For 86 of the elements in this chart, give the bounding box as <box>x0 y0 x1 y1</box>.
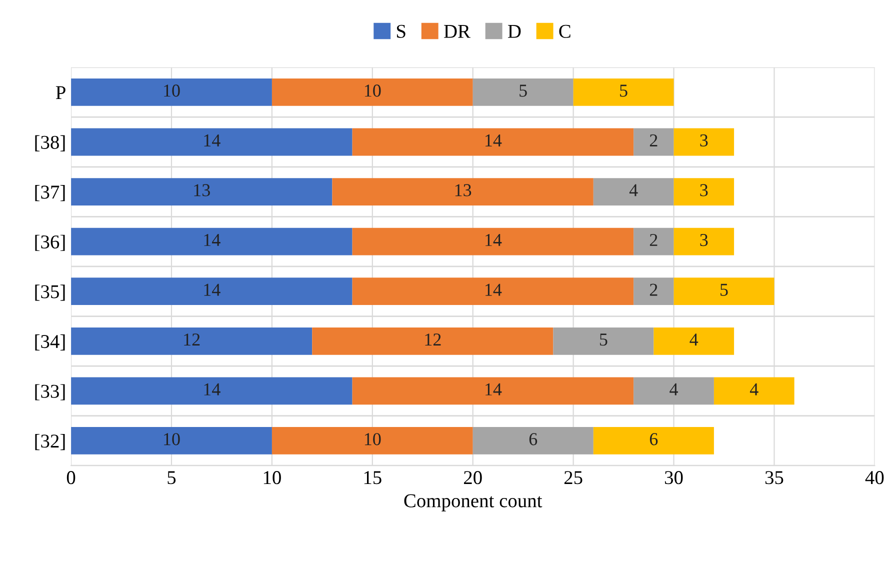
data-label: 14 <box>486 134 502 146</box>
data-label: 2 <box>650 284 658 296</box>
y-tick-label: [33] <box>35 384 65 400</box>
bar <box>71 327 312 355</box>
legend-label: DR <box>444 24 470 38</box>
data-label: 5 <box>620 84 628 97</box>
data-label: 14 <box>486 383 502 396</box>
bar <box>71 178 332 206</box>
bar <box>472 427 594 454</box>
data-label: 14 <box>204 134 220 146</box>
x-tick-label: 40 <box>865 471 884 484</box>
bar <box>674 178 734 206</box>
bar <box>714 377 794 405</box>
data-label: 3 <box>700 234 708 246</box>
data-label: 10 <box>364 433 381 446</box>
data-label: 10 <box>164 84 180 97</box>
bar <box>573 78 674 106</box>
bar <box>472 78 574 106</box>
x-tick-label: 35 <box>765 471 784 484</box>
bar <box>352 377 634 405</box>
bar <box>352 128 634 156</box>
data-label: 14 <box>486 234 502 246</box>
bar <box>71 78 272 106</box>
data-label: 13 <box>194 184 210 196</box>
y-tick-label: [32] <box>35 434 65 450</box>
data-label: 10 <box>364 84 381 97</box>
y-tick-label: [37] <box>35 185 65 202</box>
bar <box>674 228 734 256</box>
data-label: 3 <box>700 184 708 196</box>
y-tick-label: [38] <box>35 135 65 152</box>
bar <box>71 128 352 156</box>
bar <box>634 278 674 306</box>
bar <box>272 78 473 106</box>
x-tick-label: 20 <box>464 471 482 484</box>
y-tick-label: P <box>56 86 66 99</box>
legend-label: D <box>508 24 521 38</box>
x-tick-label: 30 <box>664 471 683 484</box>
data-label: 6 <box>529 433 538 446</box>
bar <box>634 377 714 405</box>
y-tick-label: [36] <box>35 234 65 251</box>
data-label: 14 <box>204 284 220 296</box>
data-label: 6 <box>650 433 658 446</box>
data-label: 3 <box>700 134 708 147</box>
data-label: 12 <box>184 334 200 346</box>
data-label: 10 <box>164 433 180 446</box>
data-label: 2 <box>650 234 658 246</box>
data-label: 5 <box>520 84 527 97</box>
bar <box>71 228 352 256</box>
y-tick-label: [34] <box>35 334 65 351</box>
bar <box>71 278 352 306</box>
bar <box>654 327 734 355</box>
bar <box>593 427 714 454</box>
y-tick-label: [35] <box>35 284 65 301</box>
data-label: 4 <box>629 184 638 196</box>
data-label: 14 <box>204 383 220 396</box>
bar <box>332 178 594 206</box>
bar <box>352 228 634 256</box>
bar <box>593 178 674 206</box>
bar <box>312 327 554 355</box>
data-label: 14 <box>204 234 220 246</box>
bar <box>634 128 674 156</box>
x-tick-label: 15 <box>364 471 382 484</box>
x-tick-label: 25 <box>564 471 582 484</box>
data-label: 13 <box>455 184 472 196</box>
bar <box>352 278 634 306</box>
x-tick-label: 0 <box>66 471 76 484</box>
x-tick-label: 10 <box>264 471 281 484</box>
x-axis-title: Component count <box>404 494 542 512</box>
data-label: 4 <box>690 334 698 346</box>
data-label: 12 <box>425 334 441 346</box>
bar <box>553 327 654 355</box>
data-label: 5 <box>600 334 608 346</box>
bar <box>674 278 774 306</box>
bar <box>634 228 674 256</box>
bar <box>71 377 352 405</box>
bar <box>71 427 272 454</box>
data-label: 4 <box>670 383 678 396</box>
bar <box>272 427 473 454</box>
bar <box>674 128 734 156</box>
data-label: 4 <box>750 383 758 396</box>
data-label: 2 <box>650 134 658 146</box>
legend-label: S <box>397 24 406 38</box>
data-label: 14 <box>486 284 502 296</box>
legend-label: C <box>559 24 570 38</box>
x-tick-label: 5 <box>168 471 176 484</box>
data-label: 5 <box>720 284 728 296</box>
